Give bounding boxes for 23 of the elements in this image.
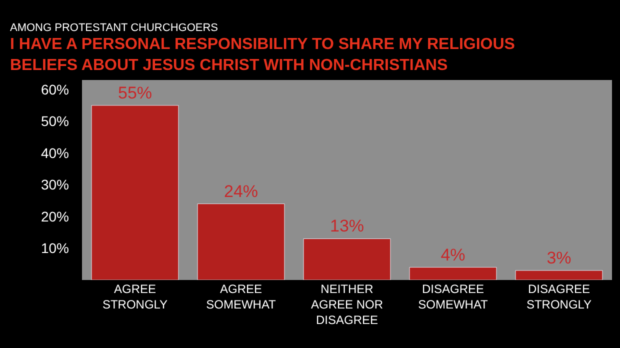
y-tick-label: 50% bbox=[40, 113, 69, 130]
data-label: 24% bbox=[224, 182, 258, 201]
y-tick-label: 20% bbox=[40, 208, 69, 224]
bar bbox=[91, 105, 179, 280]
data-label: 55% bbox=[118, 83, 152, 102]
chart-subtitle: AMONG PROTESTANT CHURCHGOERS bbox=[10, 22, 218, 34]
chart-title: I HAVE A PERSONAL RESPONSIBILITY TO SHARE MY RELIGIOUS BELIEFS ABOUT JESUS CHRIST WITH NON-CHRISTIANS bbox=[10, 36, 516, 74]
bar bbox=[197, 204, 285, 280]
x-tick-label: AGREE SOMEWHAT bbox=[206, 282, 277, 312]
data-label: 13% bbox=[330, 216, 364, 236]
bar bbox=[303, 238, 391, 280]
y-tick-label: 30% bbox=[40, 176, 69, 193]
bar bbox=[409, 267, 497, 280]
x-tick-label: DISAGREE SOMEWHAT bbox=[418, 282, 489, 312]
y-tick-label: 10% bbox=[40, 240, 69, 256]
bar bbox=[515, 270, 603, 280]
x-tick-label: AGREE STRONGLY bbox=[102, 282, 168, 312]
data-label: 4% bbox=[440, 245, 466, 264]
x-tick-label: DISAGREE STRONGLY bbox=[526, 282, 592, 312]
data-label: 3% bbox=[546, 248, 572, 268]
y-tick-label: 60% bbox=[40, 81, 69, 98]
y-tick-label: 40% bbox=[40, 144, 69, 161]
x-tick-label: NEITHER AGREE NOR DISAGREE bbox=[310, 282, 384, 328]
